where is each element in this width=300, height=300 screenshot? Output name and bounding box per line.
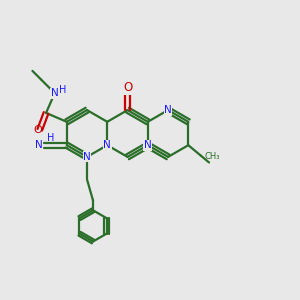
Text: N: N — [103, 140, 111, 150]
Text: N: N — [83, 152, 91, 162]
Text: N: N — [144, 140, 152, 150]
Text: O: O — [34, 125, 43, 135]
Text: N: N — [51, 88, 58, 98]
Text: N: N — [35, 140, 43, 150]
Text: N: N — [164, 105, 172, 115]
Text: O: O — [123, 81, 132, 94]
Text: CH₃: CH₃ — [205, 152, 220, 161]
Text: H: H — [46, 133, 54, 143]
Text: H: H — [59, 85, 67, 95]
